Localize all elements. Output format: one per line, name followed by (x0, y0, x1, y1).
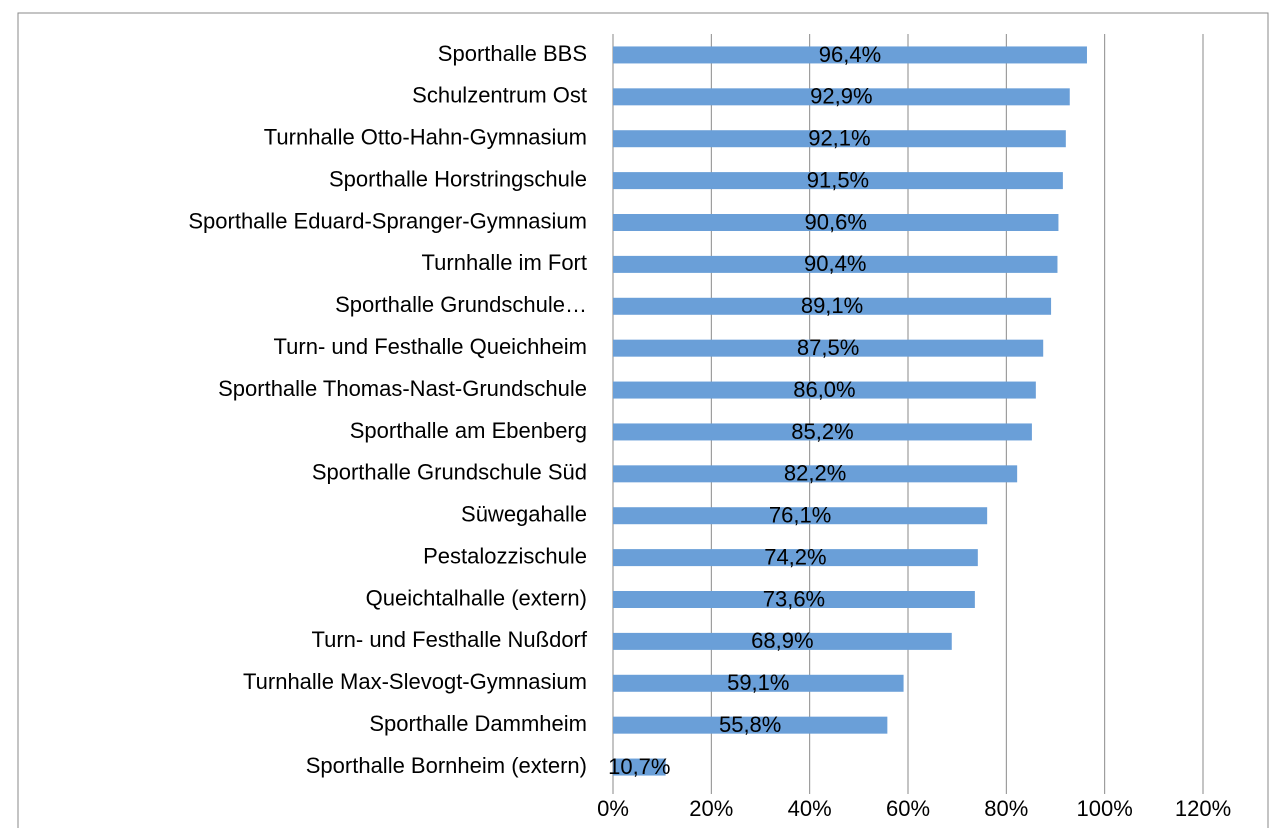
data-label: 90,6% (805, 209, 867, 234)
y-tick-label: Sporthalle Eduard-Spranger-Gymnasium (188, 208, 587, 233)
bar (613, 88, 1070, 106)
bar (613, 716, 888, 734)
y-tick-label: Turn- und Festhalle Nußdorf (311, 627, 587, 652)
bar (613, 549, 978, 567)
bar (613, 172, 1063, 190)
x-tick-label: 20% (689, 796, 733, 821)
data-label: 82,2% (784, 461, 846, 486)
bar (613, 214, 1059, 231)
data-label: 73,6% (763, 586, 825, 611)
data-label: 90,4% (804, 251, 866, 276)
y-tick-label: Turnhalle Otto-Hahn-Gymnasium (264, 125, 587, 150)
bar (613, 674, 904, 692)
x-tick-label: 60% (886, 796, 930, 821)
data-label: 76,1% (769, 503, 831, 528)
bar (613, 130, 1066, 148)
bar (613, 255, 1058, 273)
data-label: 92,9% (810, 84, 872, 109)
y-tick-label: Turn- und Festhalle Queichheim (274, 334, 587, 359)
y-tick-label: Sporthalle Dammheim (369, 711, 587, 736)
y-tick-label: Pestalozzischule (423, 543, 587, 568)
bar (613, 758, 666, 776)
y-tick-label: Turnhalle Max-Slevogt-Gymnasium (243, 669, 587, 694)
bar (613, 339, 1044, 357)
data-label: 86,0% (793, 377, 855, 402)
bar (613, 46, 1087, 64)
bar (613, 381, 1036, 399)
data-label: 92,1% (808, 126, 870, 151)
bar (613, 423, 1032, 441)
y-tick-label: Sporthalle Horstringschule (329, 166, 587, 191)
bar (613, 507, 988, 525)
data-label: 10,7% (608, 754, 670, 779)
data-label: 74,2% (764, 544, 826, 569)
y-tick-label: Sporthalle am Ebenberg (350, 418, 587, 443)
data-label: 68,9% (751, 628, 813, 653)
data-label: 96,4% (819, 42, 881, 67)
x-tick-label: 120% (1175, 796, 1231, 821)
data-label: 91,5% (807, 167, 869, 192)
x-tick-label: 0% (597, 796, 629, 821)
y-tick-label: Sporthalle Thomas-Nast-Grundschule (218, 376, 587, 401)
y-tick-label: Schulzentrum Ost (412, 83, 587, 108)
x-tick-label: 100% (1077, 796, 1133, 821)
y-tick-label: Sporthalle BBS (438, 41, 587, 66)
data-label: 87,5% (797, 335, 859, 360)
x-tick-label: 80% (984, 796, 1028, 821)
bar (613, 632, 952, 650)
y-tick-label: Sporthalle Bornheim (extern) (306, 753, 587, 778)
bar (613, 465, 1018, 483)
y-tick-label: Turnhalle im Fort (422, 250, 587, 275)
data-label: 85,2% (791, 419, 853, 444)
y-tick-label: Sporthalle Grundschule… (335, 292, 587, 317)
y-tick-label: Sporthalle Grundschule Süd (312, 460, 587, 485)
x-tick-label: 40% (788, 796, 832, 821)
y-tick-label: Queichtalhalle (extern) (366, 585, 587, 610)
data-label: 55,8% (719, 712, 781, 737)
bar (613, 297, 1052, 315)
y-tick-label: Süwegahalle (461, 502, 587, 527)
data-label: 89,1% (801, 293, 863, 318)
bar (613, 591, 975, 608)
chart-frame (17, 12, 1269, 828)
data-label: 59,1% (727, 670, 789, 695)
